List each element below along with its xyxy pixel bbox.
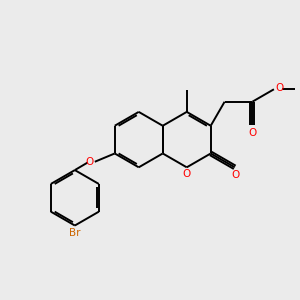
- Text: O: O: [183, 169, 191, 179]
- Text: O: O: [232, 170, 240, 180]
- Text: O: O: [86, 157, 94, 167]
- Text: Br: Br: [69, 228, 81, 238]
- Text: O: O: [276, 83, 284, 93]
- Text: O: O: [248, 128, 256, 138]
